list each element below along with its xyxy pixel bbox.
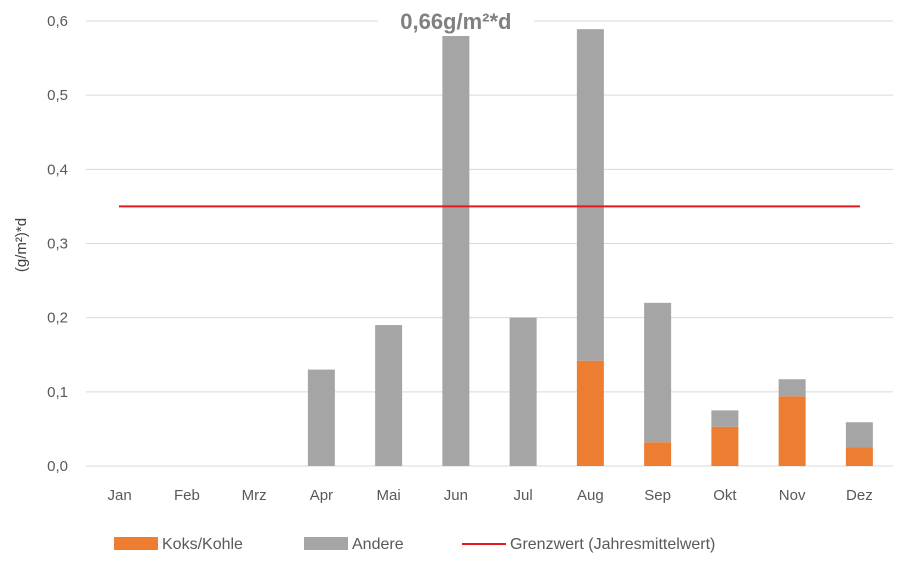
legend-label-andere: Andere — [352, 536, 404, 553]
legend: Koks/Kohle Andere Grenzwert (Jahresmitte… — [114, 536, 715, 553]
y-tick-label: 0,1 — [47, 384, 68, 401]
bar-koks-kohle-okt — [711, 426, 739, 466]
bar-andere-jul — [509, 317, 537, 466]
x-tick-label: Jan — [108, 487, 132, 504]
bar-koks-kohle-aug — [576, 360, 604, 466]
x-tick-label: Jul — [514, 487, 533, 504]
bar-andere-nov — [778, 379, 806, 397]
legend-item-koks-kohle: Koks/Kohle — [114, 536, 243, 553]
bar-andere-dez — [845, 422, 873, 448]
annotation-label: 0,66g/m²*d — [400, 9, 511, 34]
x-tick-label: Sep — [644, 487, 671, 504]
x-tick-label: Mrz — [242, 487, 267, 504]
y-tick-label: 0,4 — [47, 161, 68, 178]
legend-label-koks-kohle: Koks/Kohle — [162, 536, 243, 553]
y-tick-label: 0,5 — [47, 87, 68, 104]
y-tick-label: 0,6 — [47, 13, 68, 30]
legend-item-grenzwert: Grenzwert (Jahresmittelwert) — [462, 536, 715, 553]
x-tick-label: Apr — [310, 487, 333, 504]
bar-andere-jun — [442, 25, 470, 466]
y-axis-ticks: 0,0 0,1 0,2 0,3 0,4 0,5 0,6 — [47, 13, 68, 475]
y-tick-label: 0,3 — [47, 236, 68, 253]
bar-koks-kohle-dez — [845, 447, 873, 466]
legend-item-andere: Andere — [304, 536, 404, 553]
bar-andere-apr — [307, 369, 335, 466]
bars — [307, 25, 873, 466]
y-tick-label: 0,0 — [47, 458, 68, 475]
gridlines — [86, 20, 893, 467]
bar-andere-mai — [375, 325, 403, 466]
x-tick-label: Mai — [377, 487, 401, 504]
legend-label-grenzwert: Grenzwert (Jahresmittelwert) — [510, 536, 715, 553]
x-tick-label: Okt — [713, 487, 737, 504]
annotation-background — [377, 6, 534, 36]
legend-swatch-andere — [304, 537, 348, 550]
x-tick-label: Jun — [444, 487, 468, 504]
x-tick-label: Nov — [779, 487, 806, 504]
bar-koks-kohle-sep — [644, 442, 672, 466]
truncation-annotation: 0,66g/m²*d — [377, 6, 534, 36]
bar-andere-sep — [644, 302, 672, 443]
x-tick-label: Dez — [846, 487, 873, 504]
x-axis-ticks: Jan Feb Mrz Apr Mai Jun Jul Aug Sep Okt Nov Dez — [108, 487, 873, 504]
x-tick-label: Feb — [174, 487, 200, 504]
bar-andere-aug — [576, 29, 604, 361]
legend-swatch-koks-kohle — [114, 537, 158, 550]
y-axis-label: (g/m²)*d — [13, 218, 30, 272]
y-tick-label: 0,2 — [47, 310, 68, 327]
bar-koks-kohle-nov — [778, 396, 806, 466]
x-tick-label: Aug — [577, 487, 604, 504]
bar-andere-okt — [711, 410, 739, 427]
